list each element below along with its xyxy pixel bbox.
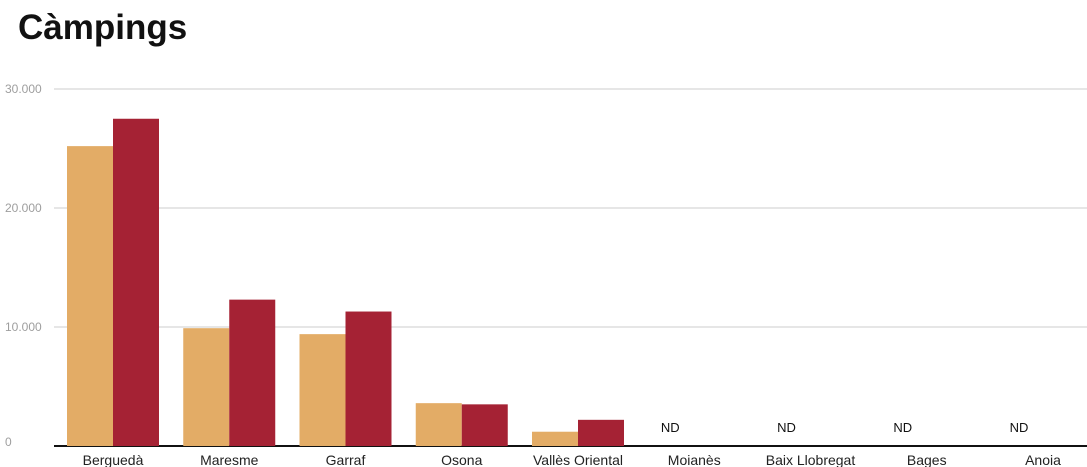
x-category-label: Baix Llobregat — [766, 452, 856, 467]
x-category-label: Maresme — [200, 452, 259, 467]
bar — [299, 334, 346, 446]
nd-label: ND — [1010, 420, 1029, 435]
chart-title: Càmpings — [18, 8, 188, 47]
bars — [67, 118, 624, 446]
y-tick-label: 10.000 — [5, 320, 42, 334]
y-tick-label: 30.000 — [5, 82, 42, 96]
bar — [578, 419, 624, 446]
bar — [532, 431, 578, 446]
bar — [461, 404, 508, 446]
y-tick-label: 0 — [5, 435, 12, 449]
labels: 0 10.000 20.000 30.000 Berguedà Maresme Garraf… — [5, 82, 1061, 467]
x-category-label: Moianès — [668, 452, 721, 467]
bar — [67, 146, 113, 446]
x-category-label: Anoia — [1025, 452, 1061, 467]
nd-label: ND — [661, 420, 680, 435]
x-category-label: Bages — [907, 452, 947, 467]
nd-label: ND — [893, 420, 912, 435]
x-category-label: Garraf — [326, 452, 366, 467]
bar — [183, 328, 230, 446]
bar — [113, 118, 159, 446]
x-category-label: Vallès Oriental — [533, 452, 623, 467]
bar — [345, 311, 392, 446]
x-category-label: Osona — [441, 452, 482, 467]
bar — [229, 299, 276, 446]
nd-label: ND — [777, 420, 796, 435]
x-category-label: Berguedà — [83, 452, 144, 467]
y-tick-label: 20.000 — [5, 201, 42, 215]
bar — [415, 403, 462, 446]
